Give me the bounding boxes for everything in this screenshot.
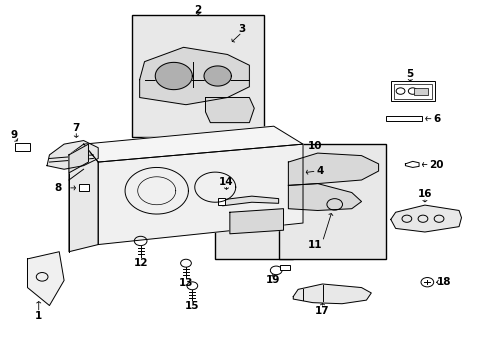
Bar — [215, 180, 293, 259]
Text: 20: 20 — [428, 159, 443, 170]
Polygon shape — [229, 209, 283, 234]
Text: 4: 4 — [316, 166, 323, 176]
Text: 7: 7 — [72, 123, 80, 133]
Text: 16: 16 — [417, 189, 431, 199]
Polygon shape — [293, 284, 370, 304]
Polygon shape — [222, 196, 278, 206]
Text: 19: 19 — [265, 275, 280, 285]
Text: 13: 13 — [179, 278, 193, 288]
Text: 2: 2 — [194, 5, 202, 15]
Text: 6: 6 — [432, 114, 440, 124]
Text: 11: 11 — [307, 239, 322, 249]
Polygon shape — [98, 144, 303, 244]
Text: 17: 17 — [315, 306, 329, 316]
Circle shape — [155, 62, 192, 90]
Polygon shape — [140, 47, 249, 105]
Bar — [413, 88, 427, 95]
Circle shape — [203, 66, 231, 86]
Polygon shape — [47, 140, 98, 169]
Text: 18: 18 — [436, 277, 451, 287]
Text: 12: 12 — [133, 258, 147, 268]
Text: 10: 10 — [307, 141, 322, 151]
Text: 5: 5 — [406, 69, 413, 79]
Bar — [393, 84, 431, 99]
Bar — [385, 116, 422, 121]
Polygon shape — [390, 205, 461, 232]
Text: 1: 1 — [35, 311, 42, 321]
Text: 15: 15 — [184, 301, 199, 311]
Text: 8: 8 — [55, 183, 61, 193]
Bar — [218, 198, 224, 205]
Polygon shape — [27, 252, 64, 306]
Polygon shape — [83, 126, 303, 162]
Bar — [79, 184, 89, 191]
Text: 3: 3 — [238, 24, 245, 35]
Polygon shape — [288, 184, 361, 211]
Polygon shape — [288, 153, 378, 185]
Polygon shape — [69, 144, 98, 252]
Polygon shape — [69, 144, 88, 173]
Bar — [279, 265, 290, 270]
Bar — [15, 143, 30, 151]
Bar — [278, 144, 385, 259]
Polygon shape — [205, 98, 254, 123]
Bar — [390, 81, 434, 101]
Bar — [132, 15, 264, 137]
Polygon shape — [405, 161, 418, 167]
Text: 9: 9 — [11, 130, 18, 140]
Text: 14: 14 — [219, 177, 233, 187]
